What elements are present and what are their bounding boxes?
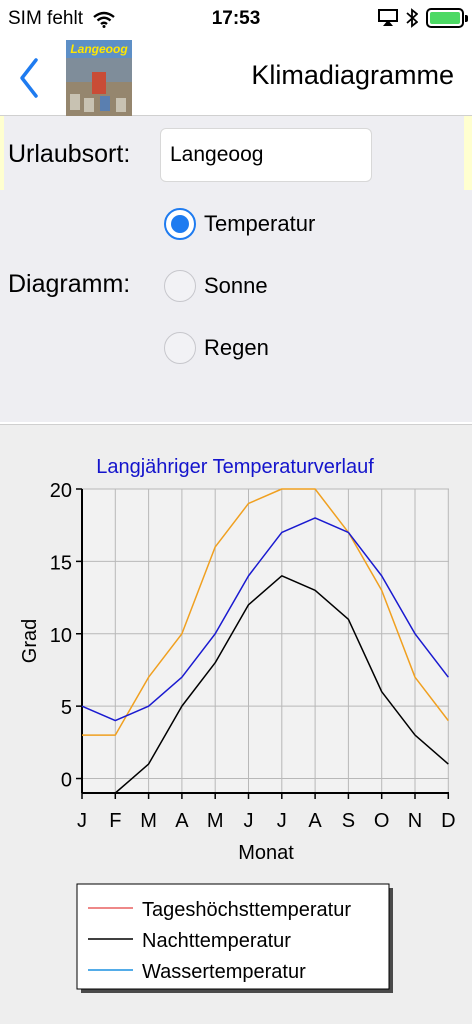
clock: 17:53 <box>211 8 261 29</box>
radio-label-rain: Regen <box>204 335 269 360</box>
back-button[interactable] <box>12 54 48 102</box>
legend-label-night: Nachttemperatur <box>142 930 291 952</box>
radio-label-sun: Sonne <box>204 273 268 298</box>
x-tick-label: N <box>408 810 422 832</box>
chevron-left-icon <box>20 58 38 98</box>
location-label: Urlaubsort: <box>8 140 131 168</box>
radio-option-rain[interactable]: Regen <box>164 332 269 364</box>
x-tick-label: D <box>441 810 455 832</box>
chart-panel: Langjähriger Temperaturverlauf 0 5 10 15 20 J… <box>0 424 472 1024</box>
x-tick-label: J <box>77 810 87 832</box>
y-tick-label: 15 <box>50 552 72 574</box>
page-title: Klimadiagramme <box>251 60 454 90</box>
radio-option-temperature[interactable]: Temperatur <box>164 208 315 240</box>
logo-text: Langeoog <box>70 42 128 56</box>
airplay-icon <box>378 9 398 26</box>
y-tick-label: 5 <box>61 697 72 719</box>
battery-icon <box>426 8 468 28</box>
x-tick-label: J <box>277 810 287 832</box>
series-line-night <box>82 575 449 794</box>
radio-option-sun[interactable]: Sonne <box>164 270 268 302</box>
temperature-chart: Langjähriger Temperaturverlauf 0 5 10 15 20 J… <box>19 456 456 993</box>
x-tick-label: M <box>140 810 157 832</box>
x-tick-label: J <box>244 810 254 832</box>
navigation-bar: Langeoog Klimadiagramme <box>0 40 472 116</box>
radio-button[interactable] <box>164 332 196 364</box>
carrier-label: SIM fehlt <box>8 8 83 29</box>
settings-form: Urlaubsort: Langeoog Diagramm: Temperatu… <box>0 116 472 422</box>
legend-label-water: Wassertemperatur <box>142 961 306 983</box>
legend: Tageshöchsttemperatur Nachttemperatur Wa… <box>76 883 393 993</box>
wifi-icon <box>93 11 115 28</box>
x-tick-label: A <box>308 810 322 832</box>
radio-button[interactable] <box>164 270 196 302</box>
x-tick-label: S <box>342 810 355 832</box>
bluetooth-icon <box>406 8 418 28</box>
y-tick-label: 10 <box>50 625 72 647</box>
legend-label-day-max: Tageshöchsttemperatur <box>142 899 351 921</box>
series-line-water <box>81 517 449 722</box>
langeoog-logo: Langeoog <box>66 40 132 116</box>
x-tick-label: A <box>175 810 189 832</box>
y-axis-title: Grad <box>19 619 41 663</box>
radio-button-selected[interactable] <box>164 208 196 240</box>
accent-stripe-right <box>464 116 472 190</box>
chart-title: Langjähriger Temperaturverlauf <box>96 456 374 478</box>
x-tick-label: O <box>374 810 390 832</box>
radio-label-temperature: Temperatur <box>204 211 316 236</box>
y-tick-label: 0 <box>61 770 72 792</box>
x-tick-label: M <box>207 810 224 832</box>
status-right <box>378 8 468 28</box>
plot-area <box>82 489 449 793</box>
accent-stripe-left <box>0 116 4 190</box>
x-tick-label: F <box>109 810 121 832</box>
series-line-day-max <box>82 488 449 736</box>
location-field[interactable]: Langeoog <box>160 128 372 182</box>
y-tick-label: 20 <box>50 480 72 502</box>
status-bar: SIM fehlt 17:53 <box>0 0 472 40</box>
diagram-label: Diagramm: <box>8 270 131 298</box>
x-axis-title: Monat <box>238 842 294 864</box>
status-left: SIM fehlt <box>8 8 115 30</box>
